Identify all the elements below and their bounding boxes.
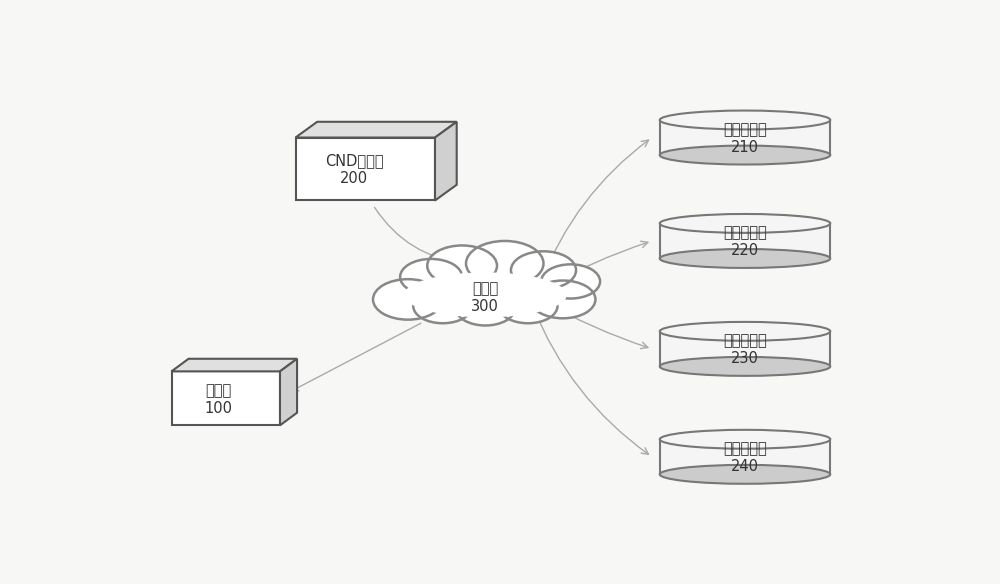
Circle shape [400, 259, 462, 295]
Circle shape [373, 279, 443, 319]
Circle shape [530, 280, 595, 318]
Circle shape [466, 241, 544, 286]
Text: 下载服务器: 下载服务器 [723, 441, 767, 456]
Text: 200: 200 [340, 171, 368, 186]
Text: 下载服务器: 下载服务器 [723, 225, 767, 241]
Polygon shape [660, 224, 830, 259]
Text: 210: 210 [731, 140, 759, 155]
Circle shape [499, 289, 557, 324]
Polygon shape [172, 371, 280, 425]
Circle shape [541, 265, 600, 298]
Polygon shape [435, 122, 457, 200]
Text: 300: 300 [471, 298, 499, 314]
Circle shape [427, 245, 497, 286]
Polygon shape [296, 122, 457, 138]
Polygon shape [172, 359, 297, 371]
Text: 下载服务器: 下载服务器 [723, 333, 767, 348]
Circle shape [456, 291, 515, 325]
Text: 下载服务器: 下载服务器 [723, 122, 767, 137]
Polygon shape [296, 138, 435, 200]
Text: 220: 220 [731, 244, 759, 258]
Ellipse shape [660, 465, 830, 484]
Text: 230: 230 [731, 351, 759, 366]
Ellipse shape [660, 249, 830, 268]
Polygon shape [280, 359, 297, 425]
Text: CND服务器: CND服务器 [325, 154, 384, 168]
Text: 100: 100 [204, 401, 232, 416]
Ellipse shape [404, 273, 567, 318]
Ellipse shape [660, 145, 830, 165]
Text: 客户端: 客户端 [205, 383, 231, 398]
Text: 240: 240 [731, 459, 759, 474]
Ellipse shape [660, 214, 830, 233]
Text: 互联网: 互联网 [472, 281, 498, 296]
Polygon shape [660, 120, 830, 155]
Ellipse shape [660, 322, 830, 341]
Polygon shape [660, 331, 830, 366]
Polygon shape [660, 439, 830, 474]
Ellipse shape [660, 357, 830, 376]
Ellipse shape [660, 430, 830, 449]
Ellipse shape [660, 110, 830, 130]
Circle shape [413, 289, 472, 324]
Circle shape [511, 251, 576, 289]
